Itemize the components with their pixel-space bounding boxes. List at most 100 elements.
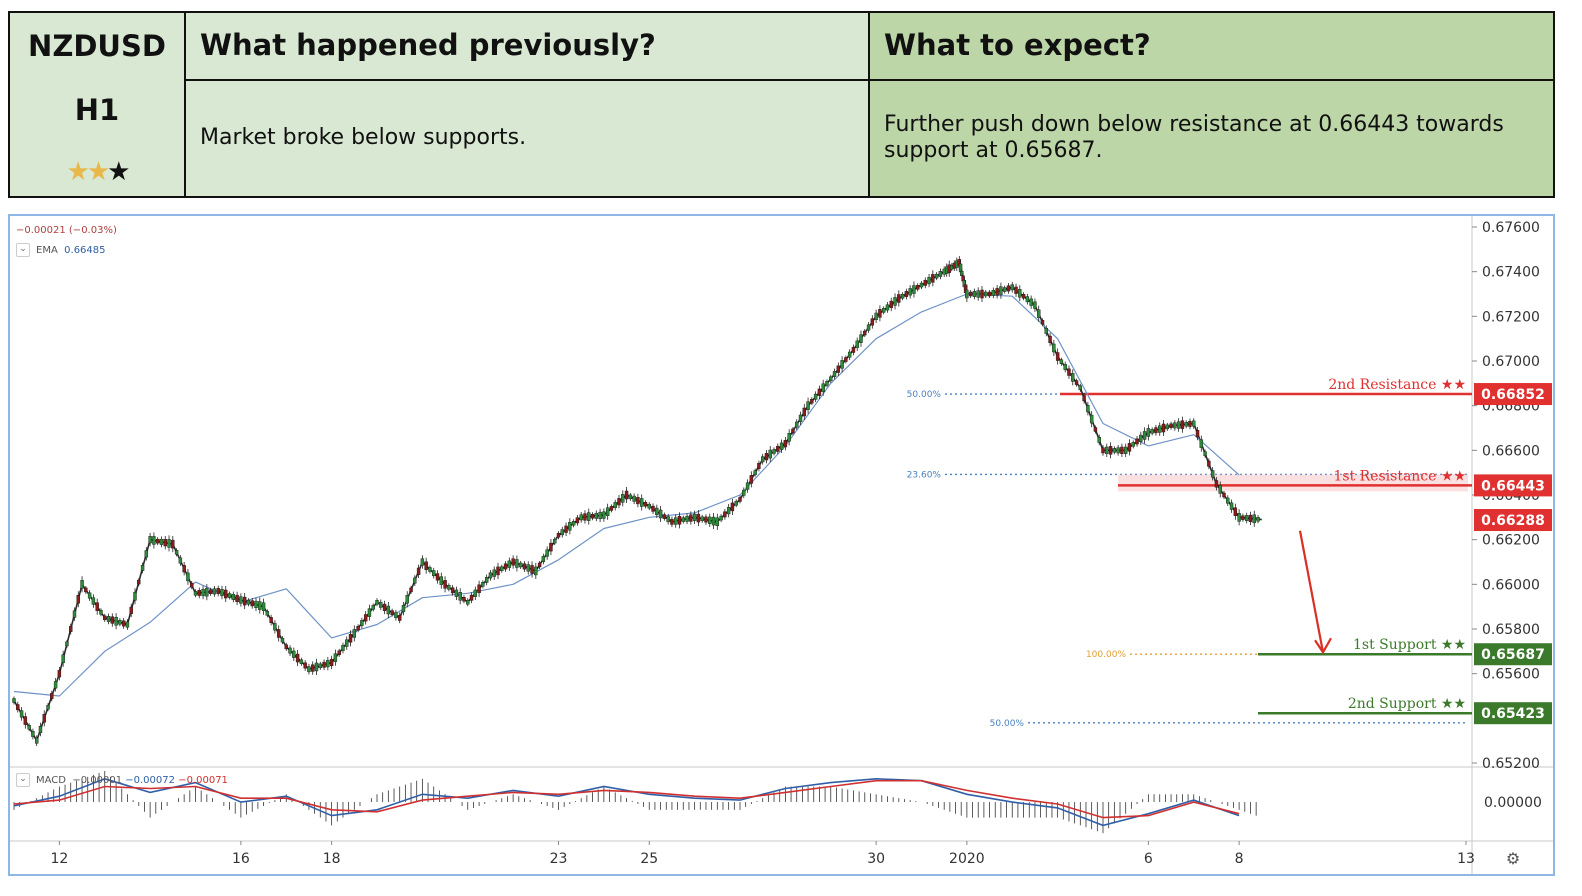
candle-body (129, 606, 133, 614)
candle-body (1101, 447, 1105, 454)
candle-body (303, 662, 307, 669)
price-chart[interactable]: 0.676000.674000.672000.670000.668000.666… (10, 216, 1553, 874)
candle-body (454, 589, 459, 597)
candle-body (159, 539, 164, 545)
candle-body (477, 584, 481, 594)
candle-body (658, 509, 663, 519)
candle-body (602, 511, 606, 519)
macd-legend: ⌄ MACD −0.00001 −0.00072 −0.00071 (16, 773, 228, 787)
candle-body (276, 629, 281, 638)
candle-body (590, 514, 595, 519)
candle-body (144, 550, 149, 558)
macd-line-value: −0.00072 (125, 775, 175, 786)
gear-icon: ⚙ (1506, 849, 1520, 868)
y-tick-label: 0.66200 (1482, 533, 1540, 549)
candle-body (46, 704, 50, 710)
candle-body (1033, 301, 1037, 309)
candle-body (912, 285, 916, 294)
candle-body (288, 647, 292, 654)
price-tag-label: 0.65423 (1481, 706, 1545, 722)
candle-body (632, 495, 636, 502)
candle-body (466, 599, 470, 605)
candle-body (984, 291, 988, 297)
candle-body (178, 557, 183, 564)
candle-body (292, 650, 296, 658)
candle-body (534, 566, 538, 576)
candle-body (791, 428, 795, 434)
candle-body (1214, 480, 1219, 488)
candle-body (655, 507, 659, 515)
y-tick-label: 0.66600 (1482, 443, 1540, 459)
candle-body (859, 334, 863, 343)
candle-body (106, 616, 111, 622)
candle-body (795, 421, 799, 428)
ema-label: EMA (36, 245, 58, 256)
symbol-cell: NZDUSD H1 ★★★ (10, 13, 186, 196)
candle-body (700, 516, 704, 522)
candle-body (329, 658, 334, 667)
candle-body (757, 463, 761, 469)
candle-body (866, 324, 871, 331)
candle-body (246, 599, 251, 605)
candle-body (258, 601, 262, 610)
candle-body (1131, 442, 1135, 447)
candle-body (1093, 427, 1098, 432)
macd-label: MACD (36, 775, 66, 786)
candle-body (553, 538, 557, 544)
candle-body (1139, 434, 1143, 442)
candle-body (114, 616, 118, 626)
candle-body (99, 610, 103, 615)
previous-header-cell: What happened previously? (186, 13, 870, 81)
candle-body (148, 536, 152, 544)
candle-body (386, 605, 391, 615)
candle-body (776, 445, 780, 452)
candle-body (987, 291, 992, 297)
candle-body (870, 318, 875, 326)
candle-body (583, 513, 587, 521)
candle-body (1052, 343, 1056, 353)
candle-body (1002, 287, 1007, 292)
candle-body (734, 500, 738, 506)
candle-body (749, 475, 754, 484)
candle-body (174, 550, 179, 555)
candle-body (1063, 364, 1067, 370)
candle-body (1123, 446, 1128, 454)
candle-body (31, 731, 35, 737)
candle-body (715, 517, 720, 527)
candle-body (121, 620, 126, 627)
y-tick-label: 0.67400 (1482, 265, 1540, 281)
chevron-down-icon[interactable]: ⌄ (16, 243, 30, 257)
candle-body (1210, 470, 1215, 478)
chevron-down-icon[interactable]: ⌄ (16, 773, 30, 787)
candle-body (481, 582, 485, 587)
candle-body (1252, 514, 1256, 524)
candle-body (103, 615, 107, 621)
candle-body (1233, 507, 1238, 516)
candle-body (1112, 448, 1117, 453)
candle-body (897, 294, 901, 303)
candle-body (1226, 497, 1230, 504)
candle-body (326, 660, 330, 668)
candle-body (1044, 327, 1048, 334)
candle-body (432, 570, 436, 577)
candle-body (227, 593, 232, 598)
candle-body (768, 449, 772, 459)
candle-body (42, 714, 46, 723)
candle-body (530, 565, 534, 574)
candle-body (1029, 298, 1033, 306)
candle-body (704, 516, 708, 523)
candle-body (413, 577, 417, 584)
candle-body (1150, 429, 1154, 434)
candle-body (95, 602, 99, 611)
candle-body (1120, 446, 1124, 454)
candle-body (91, 597, 96, 605)
candle-body (575, 517, 580, 524)
price-chart-panel[interactable]: 0.67600 0.67400 0.67200 0.67000 0.66800 0.666… (8, 214, 1555, 876)
candle-body (1241, 515, 1245, 520)
timeframe-label: H1 (74, 93, 120, 127)
candle-body (696, 513, 701, 523)
candle-body (405, 595, 409, 604)
candle-body (617, 498, 621, 506)
candle-body (1154, 427, 1158, 434)
fib-level-label: 50.00% (907, 390, 942, 400)
